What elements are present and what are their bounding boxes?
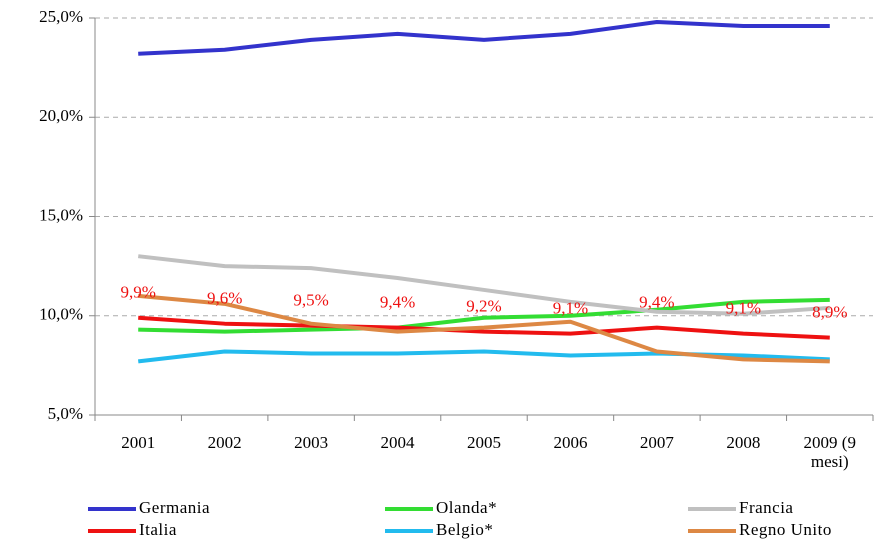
x-tick-label: 2006 <box>553 433 588 452</box>
y-tick-label: 25,0% <box>39 7 83 26</box>
y-tick-label: 15,0% <box>39 205 83 224</box>
x-tick-label: 2003 <box>294 433 329 452</box>
series-line <box>138 293 830 364</box>
y-tick-label: 20,0% <box>39 106 83 125</box>
data-label: 9,1% <box>726 299 761 318</box>
data-label: 9,4% <box>380 293 415 312</box>
data-label: 9,9% <box>121 283 156 302</box>
data-label: 9,4% <box>639 293 674 312</box>
x-tick-label: 2007 <box>639 433 674 452</box>
data-label: 9,2% <box>466 297 501 316</box>
series-line <box>138 297 830 334</box>
data-label: 8,9% <box>812 302 847 321</box>
data-label: 9,1% <box>553 299 588 318</box>
x-tick-label: 2008 <box>726 433 761 452</box>
legend-label: Francia <box>739 498 793 517</box>
legend-label: Regno Unito <box>739 520 832 539</box>
legend-label: Belgio* <box>436 520 493 539</box>
series-line <box>138 19 830 56</box>
legend-label: Olanda* <box>436 498 497 517</box>
y-tick-label: 10,0% <box>39 305 83 324</box>
data-label: 9,5% <box>293 291 328 310</box>
legend-label: Germania <box>139 498 210 517</box>
series-line <box>138 315 830 340</box>
x-tick-label: 2002 <box>207 433 242 452</box>
series-line <box>137 254 830 316</box>
x-tick-label: 2005 <box>467 433 501 452</box>
legend-label: Italia <box>139 520 177 539</box>
x-tick-label: 2001 <box>121 433 156 452</box>
data-label: 9,6% <box>207 289 242 308</box>
y-tick-label: 5,0% <box>48 404 83 423</box>
x-tick-label: 2004 <box>380 433 415 452</box>
x-tick-label: 2009 (9 mesi) <box>803 433 856 471</box>
